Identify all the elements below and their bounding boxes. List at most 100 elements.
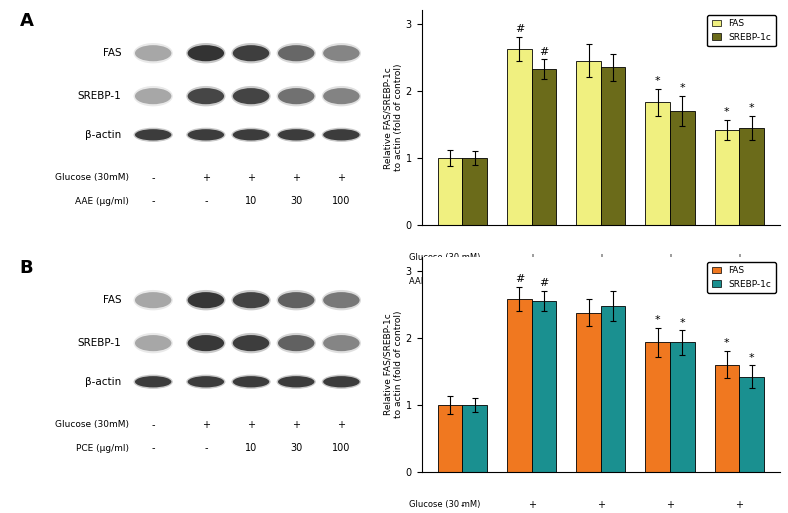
Text: -: - [461, 277, 464, 287]
Ellipse shape [133, 86, 173, 106]
Text: +: + [337, 420, 345, 430]
Y-axis label: Relative FAS/SREBP-1c
to actin (fold of control): Relative FAS/SREBP-1c to actin (fold of … [384, 311, 403, 418]
Ellipse shape [188, 335, 224, 351]
Ellipse shape [322, 128, 361, 142]
Ellipse shape [277, 128, 316, 142]
Ellipse shape [232, 128, 271, 142]
Ellipse shape [277, 374, 316, 389]
Text: -: - [204, 196, 207, 206]
Ellipse shape [232, 45, 269, 61]
Bar [507, 299, 532, 472]
Text: FAS: FAS [102, 48, 121, 58]
Ellipse shape [232, 376, 269, 387]
Text: +: + [528, 500, 536, 510]
Text: +: + [292, 173, 300, 183]
Ellipse shape [277, 290, 316, 310]
Legend: FAS, SREBP-1c: FAS, SREBP-1c [708, 262, 775, 293]
Text: #: # [539, 47, 548, 56]
Ellipse shape [186, 333, 225, 353]
Text: 100: 100 [333, 196, 351, 206]
Text: +: + [597, 253, 605, 263]
Text: 100: 100 [333, 443, 351, 453]
Text: +: + [528, 253, 536, 263]
Text: +: + [247, 173, 255, 183]
Ellipse shape [133, 333, 173, 353]
Text: -: - [461, 253, 464, 263]
Ellipse shape [188, 129, 224, 141]
Ellipse shape [278, 88, 314, 104]
Text: *: * [679, 84, 685, 93]
Text: β-actin: β-actin [85, 377, 121, 387]
Bar [463, 158, 487, 225]
Text: A: A [20, 12, 33, 30]
Text: 30: 30 [290, 443, 303, 453]
Text: *: * [724, 339, 730, 348]
Ellipse shape [188, 292, 224, 308]
Text: -: - [151, 173, 155, 183]
Text: -: - [151, 420, 155, 430]
Bar [715, 130, 739, 225]
Text: Glucose (30mM): Glucose (30mM) [54, 173, 128, 182]
Ellipse shape [186, 128, 225, 142]
Text: 30: 30 [290, 196, 303, 206]
Text: Glucose (30 mM): Glucose (30 mM) [409, 253, 480, 262]
Ellipse shape [278, 376, 314, 387]
Ellipse shape [135, 376, 171, 387]
Ellipse shape [232, 129, 269, 141]
Ellipse shape [135, 292, 171, 308]
Text: 30: 30 [664, 277, 676, 287]
Text: *: * [749, 352, 754, 363]
Ellipse shape [133, 290, 173, 310]
Text: 100: 100 [730, 277, 749, 287]
Ellipse shape [232, 374, 271, 389]
Ellipse shape [323, 45, 359, 61]
Text: -: - [151, 443, 155, 453]
Ellipse shape [322, 333, 361, 353]
Ellipse shape [188, 88, 224, 104]
Ellipse shape [323, 335, 359, 351]
Text: β-actin: β-actin [85, 130, 121, 140]
Text: FAS: FAS [102, 295, 121, 305]
Text: -: - [461, 500, 464, 510]
Ellipse shape [133, 128, 173, 142]
Bar [576, 313, 601, 472]
Text: *: * [749, 103, 754, 113]
Ellipse shape [322, 43, 361, 64]
Ellipse shape [323, 376, 359, 387]
Text: +: + [247, 420, 255, 430]
Ellipse shape [188, 45, 224, 61]
Text: +: + [337, 173, 345, 183]
Ellipse shape [278, 335, 314, 351]
Text: -: - [151, 196, 155, 206]
Bar [532, 301, 556, 472]
Ellipse shape [322, 86, 361, 106]
Text: SREBP-1: SREBP-1 [77, 91, 121, 101]
Ellipse shape [322, 374, 361, 389]
Text: 10: 10 [245, 443, 257, 453]
Text: AAE (μg/ml): AAE (μg/ml) [409, 277, 459, 286]
Legend: FAS, SREBP-1c: FAS, SREBP-1c [708, 15, 775, 46]
Ellipse shape [232, 292, 269, 308]
Ellipse shape [322, 290, 361, 310]
Ellipse shape [232, 86, 271, 106]
Text: +: + [666, 253, 674, 263]
Text: SREBP-1: SREBP-1 [77, 338, 121, 348]
Text: 10: 10 [595, 277, 607, 287]
Ellipse shape [135, 129, 171, 141]
Bar [601, 306, 626, 472]
Text: #: # [515, 274, 524, 284]
Ellipse shape [135, 88, 171, 104]
Text: +: + [666, 500, 674, 510]
Text: Glucose (30 mM): Glucose (30 mM) [409, 500, 480, 509]
Ellipse shape [278, 129, 314, 141]
Ellipse shape [186, 374, 225, 389]
Bar [739, 128, 764, 225]
Text: +: + [292, 420, 300, 430]
Bar [670, 343, 695, 472]
Bar [438, 158, 463, 225]
Ellipse shape [186, 43, 225, 64]
Ellipse shape [186, 86, 225, 106]
Ellipse shape [277, 333, 316, 353]
Ellipse shape [133, 43, 173, 64]
Ellipse shape [232, 333, 271, 353]
